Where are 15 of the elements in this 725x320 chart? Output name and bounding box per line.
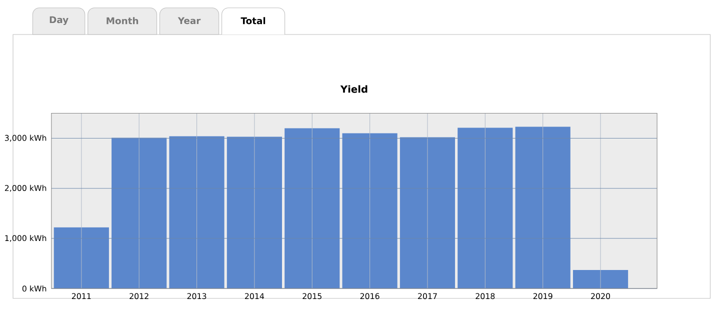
chart-title: Yield	[340, 85, 368, 93]
bar	[515, 126, 570, 288]
bar	[458, 128, 513, 288]
bar	[284, 128, 340, 288]
bar	[169, 136, 224, 288]
text: Month	[106, 17, 138, 24]
bar	[400, 137, 456, 288]
text: Day	[50, 16, 68, 25]
text: Year	[178, 17, 201, 24]
bar	[226, 136, 282, 288]
bar	[572, 270, 628, 288]
bar	[112, 138, 167, 288]
bar	[54, 227, 109, 288]
text: Total	[240, 17, 266, 24]
bar	[342, 133, 398, 288]
